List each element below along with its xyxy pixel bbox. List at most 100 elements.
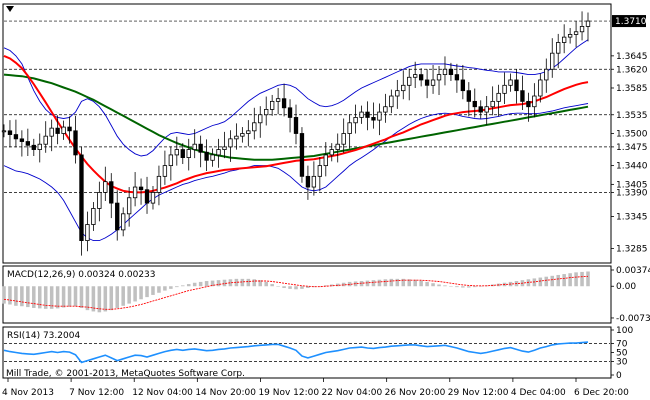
macd-bar — [562, 274, 566, 287]
macd-bar — [586, 271, 590, 287]
candle-body — [91, 208, 96, 225]
macd-bar — [97, 286, 102, 313]
candle-body — [144, 189, 150, 204]
candle-body — [264, 109, 269, 116]
menu-triangle-icon[interactable] — [6, 6, 14, 12]
macd-histogram — [2, 271, 590, 313]
macd-bar — [192, 282, 197, 287]
price-tick-label: 1.3645 — [616, 52, 648, 62]
candle-body — [281, 98, 287, 109]
macd-bar — [377, 279, 382, 287]
candle-body — [73, 130, 78, 156]
candle-body — [109, 181, 114, 204]
macd-bar — [258, 280, 263, 287]
candle-body — [103, 181, 108, 193]
price-tick-label: 1.3345 — [616, 212, 648, 222]
macd-bar — [49, 286, 54, 309]
ma-fast-line — [3, 54, 589, 194]
macd-bar — [574, 272, 578, 287]
candle-body — [126, 197, 132, 215]
macd-bar — [282, 286, 286, 288]
macd-bar — [115, 286, 119, 308]
macd-bar — [580, 271, 584, 287]
rsi-tick-label: 100 — [616, 326, 633, 336]
candle-body — [448, 68, 454, 76]
macd-bar — [318, 286, 322, 287]
macd-bar — [401, 278, 406, 287]
candle-body — [180, 149, 185, 158]
macd-bar — [300, 286, 304, 289]
macd-bar — [121, 286, 125, 306]
macd-bar — [324, 285, 328, 287]
rsi-tick-label: 0 — [616, 371, 622, 381]
candle-body — [293, 117, 299, 134]
bollinger-bands — [3, 39, 589, 242]
macd-bar — [455, 286, 459, 288]
candle-body — [150, 191, 156, 204]
time-tick-label: 22 Nov 04:00 — [322, 388, 383, 398]
macd-bar — [270, 284, 274, 287]
macd-tick-label: -0.0073 — [616, 314, 650, 324]
macd-bar — [37, 286, 42, 309]
macd-bar — [276, 286, 280, 287]
candle-body — [79, 154, 84, 241]
price-tick-label: 1.3620 — [616, 65, 648, 75]
candle-body — [377, 111, 382, 121]
macd-panel[interactable]: 0.00374 0.00 -0.0073 MACD(12,26,9) 0.00324… — [2, 265, 650, 324]
candle-body — [442, 68, 448, 76]
macd-bar — [20, 286, 24, 307]
candle-body — [156, 175, 162, 193]
candle-body — [329, 149, 334, 156]
candle-body — [359, 111, 364, 118]
candle-body — [299, 133, 305, 177]
candle-body — [395, 90, 400, 97]
candle-body — [502, 84, 507, 94]
price-panel-frame — [2, 3, 612, 264]
macd-bar — [175, 286, 179, 288]
macd-bar — [568, 273, 572, 287]
rsi-tick-label: 30 — [616, 358, 628, 368]
candle-body — [210, 154, 215, 161]
macd-bar — [538, 277, 543, 287]
candle-body — [246, 130, 251, 134]
candle-body — [97, 191, 102, 209]
macd-signal-polyline — [3, 275, 589, 310]
macd-bar — [443, 285, 447, 287]
candle-body — [43, 135, 48, 145]
candle-body — [1, 130, 7, 133]
macd-bar — [186, 284, 191, 287]
macd-bar — [425, 281, 429, 287]
macd-bar — [389, 278, 394, 287]
time-tick-label: 4 Nov 2013 — [2, 388, 54, 398]
macd-bar — [157, 286, 161, 293]
candle-body — [567, 34, 573, 38]
candle-body — [383, 106, 388, 113]
candle-body — [317, 165, 323, 177]
candle-body — [550, 52, 555, 70]
macd-bar — [252, 279, 257, 287]
candle-body — [198, 143, 203, 153]
price-tick-label: 1.3440 — [616, 162, 648, 172]
candle-body — [252, 122, 257, 132]
macd-bar — [335, 283, 340, 287]
macd-bar — [264, 281, 268, 287]
macd-bar — [127, 286, 131, 304]
price-panel[interactable]: 1.3710 1.3645 1.3620 1.3585 1.3535 1.3500 1.34… — [1, 3, 648, 264]
candle-body — [424, 79, 430, 86]
candle-body — [496, 92, 501, 102]
time-tick-label: 14 Nov 20:00 — [195, 388, 256, 398]
candle-body — [216, 149, 221, 156]
candle-body — [55, 127, 60, 134]
candle-body — [418, 74, 424, 81]
macd-bar — [8, 286, 12, 305]
macd-bar — [329, 284, 334, 287]
macd-bar — [383, 279, 388, 287]
macd-bar — [14, 286, 18, 306]
candle-body — [490, 100, 495, 108]
macd-bar — [467, 286, 471, 288]
candle-body — [544, 68, 549, 81]
macd-bar — [109, 286, 114, 311]
time-tick-label: 12 Nov 04:00 — [132, 388, 193, 398]
